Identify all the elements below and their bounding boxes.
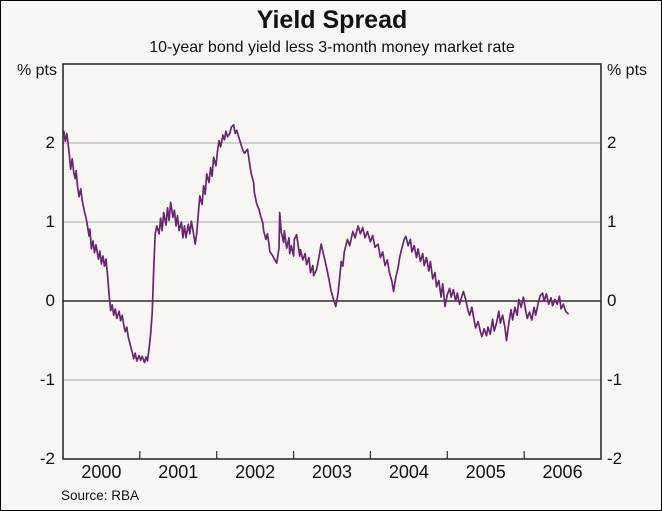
y-tick-label-2: 2 <box>607 133 617 152</box>
x-tick-label-2005: 2005 <box>465 462 506 482</box>
chart-subtitle: 10-year bond yield less 3-month money ma… <box>149 39 515 56</box>
y-axis-unit-left: % pts <box>16 62 57 79</box>
y-tick-label--2: -2 <box>39 449 55 468</box>
x-tick-label-2003: 2003 <box>311 462 353 482</box>
x-tick-label-2006: 2006 <box>542 462 583 482</box>
x-tick-label-2004: 2004 <box>388 462 429 482</box>
chart-title: Yield Spread <box>256 6 408 34</box>
y-tick-label-1: 1 <box>607 212 617 231</box>
source-note: Source: RBA <box>61 488 140 503</box>
x-tick-label-2000: 2000 <box>81 462 122 482</box>
yield-spread-line <box>62 123 569 364</box>
y-tick-label-0: 0 <box>45 291 55 310</box>
y-tick-label--2: -2 <box>607 449 623 468</box>
y-tick-label-1: 1 <box>45 212 55 231</box>
x-tick-label-2001: 2001 <box>158 462 199 482</box>
plot-frame <box>62 63 602 460</box>
y-axis-unit-right: % pts <box>607 62 648 79</box>
y-tick-label-2: 2 <box>45 133 55 152</box>
y-tick-label-0: 0 <box>607 291 617 310</box>
y-tick-label--1: -1 <box>607 370 623 389</box>
y-tick-label--1: -1 <box>39 370 55 389</box>
x-tick-label-2002: 2002 <box>235 462 276 482</box>
